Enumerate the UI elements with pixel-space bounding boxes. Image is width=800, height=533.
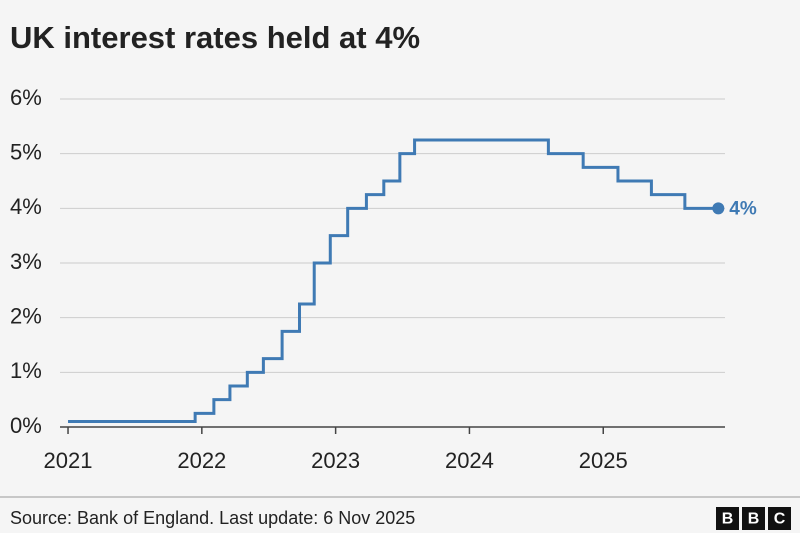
y-tick-label: 3% — [10, 249, 42, 274]
x-tick-label: 2021 — [44, 448, 93, 473]
logo-box — [716, 507, 739, 530]
y-tick-label: 2% — [10, 303, 42, 328]
y-tick-label: 1% — [10, 358, 42, 383]
logo-letter: C — [774, 511, 786, 528]
y-tick-label: 6% — [10, 85, 42, 110]
x-tick-label: 2024 — [445, 448, 494, 473]
x-tick-label: 2023 — [311, 448, 360, 473]
y-tick-label: 4% — [10, 194, 42, 219]
end-point — [712, 202, 725, 215]
value-label: 4% — [729, 198, 757, 219]
x-tick-label: 2025 — [579, 448, 628, 473]
chart-title: UK interest rates held at 4% — [10, 20, 420, 55]
y-tick-label: 5% — [10, 139, 42, 164]
logo-letter: B — [748, 511, 760, 528]
rate-line — [68, 138, 719, 424]
y-tick-label: 0% — [10, 413, 42, 438]
x-tick-label: 2022 — [177, 448, 226, 473]
source: Source: Bank of England. Last update: 6 … — [10, 508, 415, 528]
logo-box — [742, 507, 765, 530]
logo-letter: B — [722, 511, 734, 528]
logo-box — [768, 507, 791, 530]
